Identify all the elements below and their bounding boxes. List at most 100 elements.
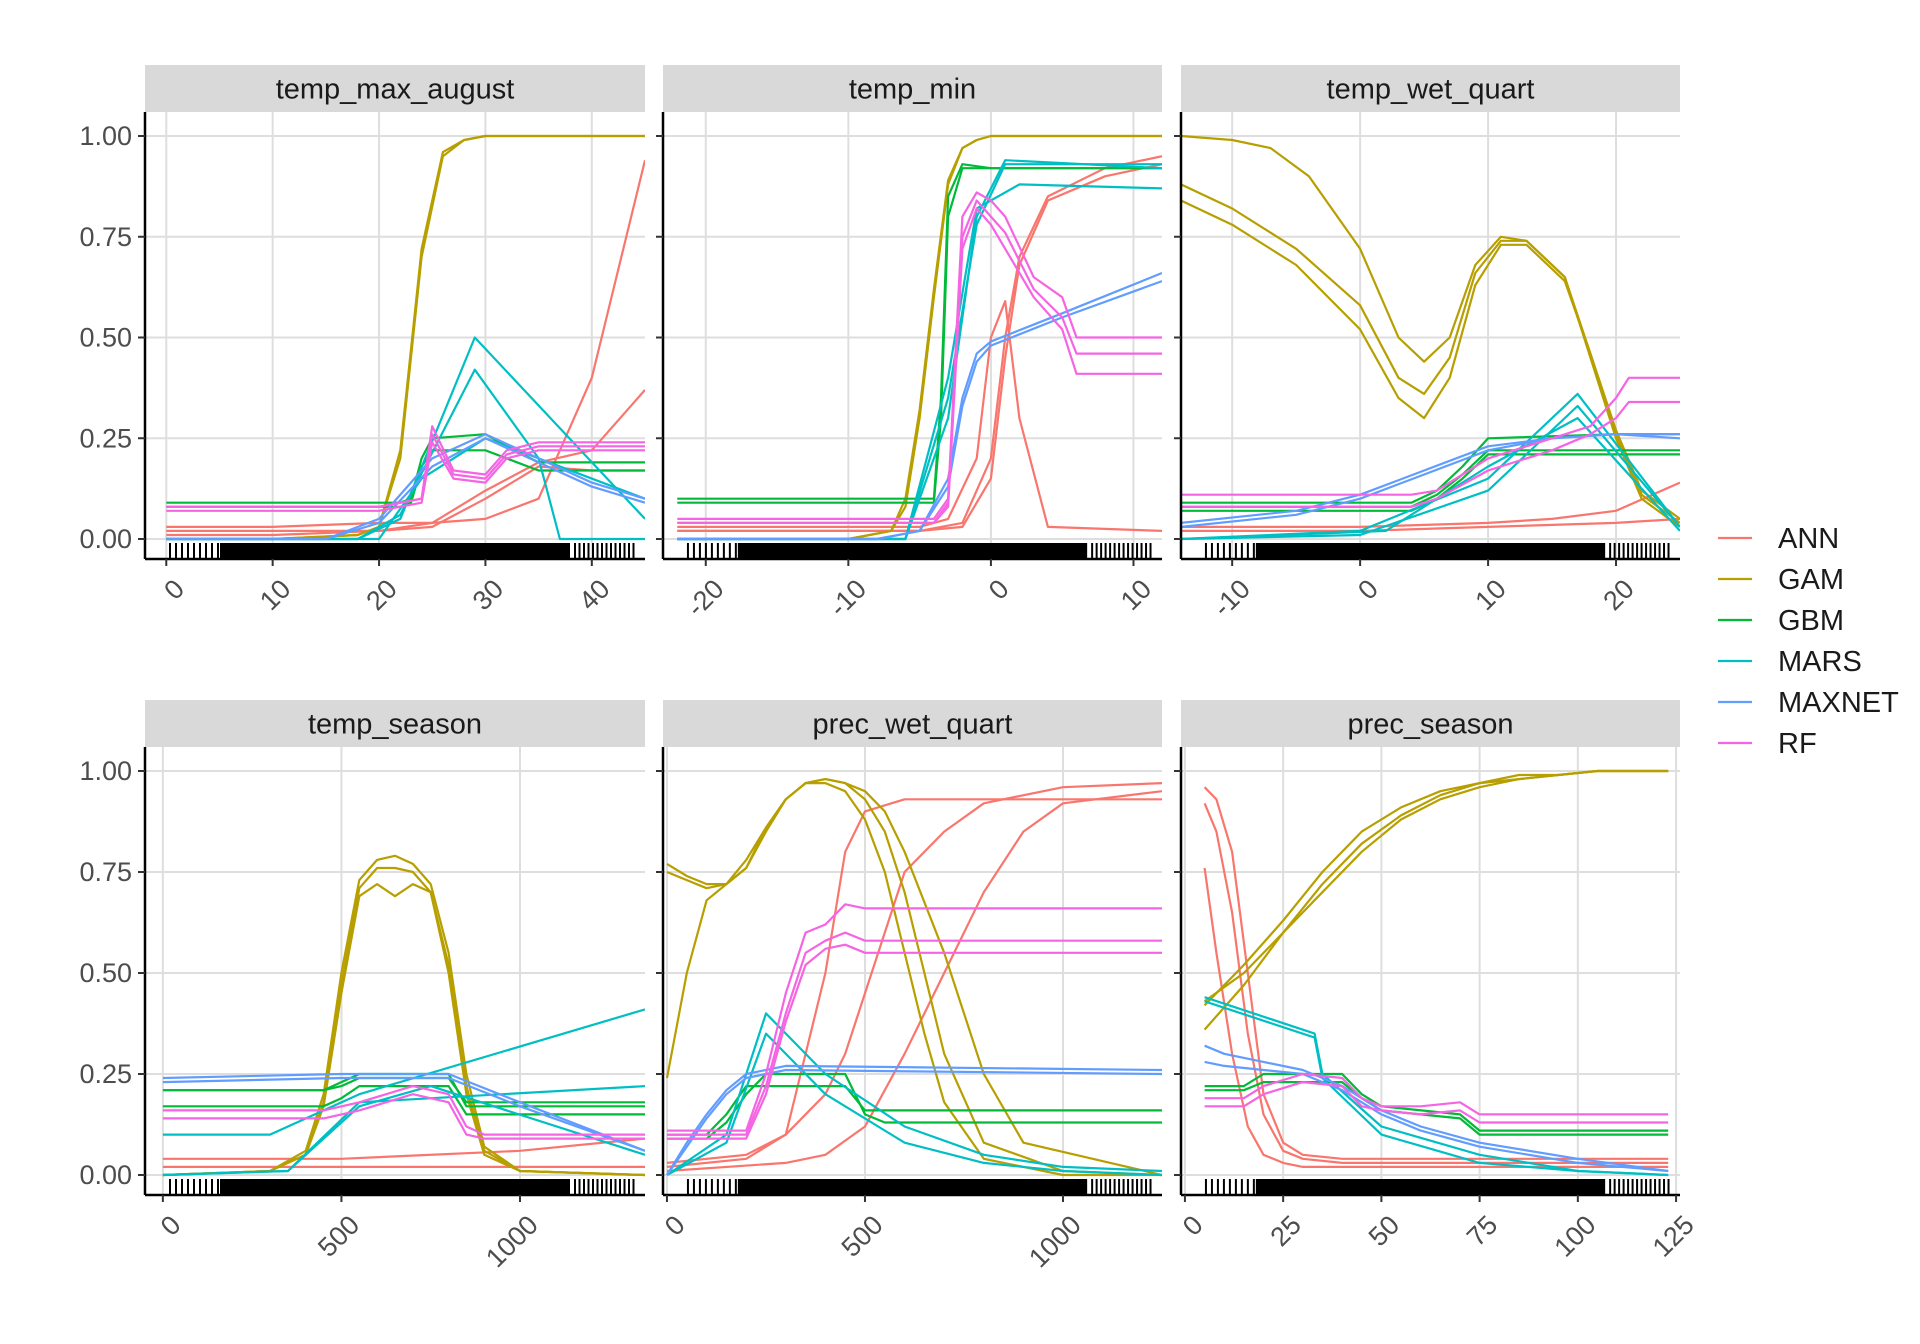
x-tick-label: 100 — [1549, 1210, 1602, 1263]
panel-prec_season: prec_season 0 25 50 75 100 125 — [1174, 700, 1700, 1263]
series-line-gam — [162, 882, 645, 1177]
x-tick-label: 0 — [659, 1210, 691, 1242]
series-lines — [665, 777, 1162, 1177]
series-line-ann — [1203, 802, 1669, 1165]
series-line-rf — [1204, 1072, 1669, 1116]
series-line-rf — [1181, 400, 1680, 508]
series-line-maxnet — [162, 1076, 645, 1152]
panel-temp_max_august: temp_max_august 0.00 0.25 0.50 0.75 1.00 0 10 20… — [79, 65, 645, 616]
panel-temp_season: temp_season 0.00 0.25 0.50 0.75 1.00 0 500 1000 — [79, 700, 645, 1273]
rug-band — [220, 1179, 570, 1195]
gridlines — [145, 112, 645, 559]
strip-background — [145, 65, 645, 112]
series-line-mars — [1181, 392, 1680, 541]
series-line-rf — [667, 943, 1162, 1140]
legend-label: MARS — [1778, 646, 1862, 678]
series-lines — [1181, 134, 1680, 541]
legend: ANN GAM GBM MARS MAXNET RF — [1718, 523, 1899, 760]
series-line-maxnet — [1181, 433, 1680, 524]
x-tick-label: 20 — [360, 574, 402, 616]
x-tick-label: -10 — [1207, 574, 1256, 623]
series-line-gam — [677, 134, 1162, 541]
series-line-gbm — [1181, 449, 1680, 508]
y-tick-label: 0.25 — [79, 1059, 132, 1089]
series-line-ann — [666, 782, 1162, 1164]
x-axis-ticks: -10 0 10 20 — [1207, 559, 1640, 622]
series-line-ann — [666, 790, 1162, 1173]
series-line-mars — [1181, 417, 1680, 541]
series-line-mars — [666, 1032, 1162, 1177]
x-tick-label: 0 — [983, 574, 1015, 606]
series-line-gam — [1203, 769, 1669, 1003]
series-line-mars — [666, 1012, 1162, 1176]
series-line-rf — [677, 199, 1162, 525]
x-axis-ticks: -20 -10 0 10 — [681, 559, 1157, 622]
strip-label: temp_min — [849, 74, 976, 106]
series-line-ann — [1203, 867, 1669, 1169]
strip-label: temp_season — [308, 709, 482, 741]
x-tick-label: 10 — [1115, 574, 1157, 616]
series-line-mars — [1204, 1000, 1669, 1177]
legend-label: RF — [1778, 728, 1817, 760]
series-line-maxnet — [1204, 1060, 1669, 1173]
rug-marks — [686, 543, 1152, 559]
panel-temp_wet_quart: temp_wet_quart -10 0 10 20 — [1174, 65, 1680, 622]
series-line-ann — [677, 155, 1162, 533]
legend-item-gbm: GBM — [1718, 605, 1844, 637]
series-line-maxnet — [1204, 1044, 1669, 1173]
x-tick-label: 10 — [254, 574, 296, 616]
series-line-ann — [1181, 481, 1680, 529]
y-axis-ticks — [656, 135, 663, 540]
series-lines — [166, 134, 645, 541]
strip-label: prec_season — [1347, 709, 1513, 741]
series-line-rf — [667, 931, 1162, 1136]
legend-label: GAM — [1778, 564, 1844, 596]
y-tick-label: 0.75 — [79, 222, 132, 252]
panel-prec_wet_quart: prec_wet_quart 0 500 1000 — [656, 700, 1162, 1273]
strip-background — [1181, 65, 1680, 112]
series-line-ann — [166, 159, 645, 529]
gridlines — [145, 747, 645, 1195]
x-tick-label: 0 — [1352, 574, 1384, 606]
rug-marks — [169, 543, 635, 559]
series-line-gam — [666, 777, 1162, 1177]
series-lines — [677, 134, 1162, 541]
gridlines — [663, 747, 1162, 1195]
panels: temp_max_august 0.00 0.25 0.50 0.75 1.00 0 10 20… — [79, 65, 1700, 1273]
x-tick-label: 0 — [1177, 1210, 1209, 1242]
series-line-rf — [667, 903, 1162, 1132]
series-line-gam — [665, 777, 1162, 1177]
series-line-rf — [166, 433, 645, 508]
legend-item-mars: MARS — [1718, 646, 1862, 678]
series-line-gam — [166, 134, 645, 541]
y-tick-label: 1.00 — [79, 756, 132, 786]
series-lines — [1203, 769, 1669, 1177]
series-line-ann — [677, 163, 1162, 533]
series-line-gbm — [667, 1084, 1162, 1136]
y-tick-label: 0.75 — [79, 857, 132, 887]
series-line-gam — [666, 781, 1162, 1177]
x-tick-label: 10 — [1469, 574, 1511, 616]
strip-label: temp_max_august — [276, 74, 515, 106]
series-line-gam — [1181, 199, 1680, 520]
x-tick-label: 25 — [1265, 1210, 1307, 1252]
x-tick-label: 1000 — [1023, 1210, 1087, 1274]
x-tick-label: 30 — [467, 574, 509, 616]
y-tick-label: 1.00 — [79, 121, 132, 151]
x-tick-label: 50 — [1363, 1210, 1405, 1252]
rug-band — [737, 543, 1088, 559]
series-line-gbm — [677, 163, 1162, 500]
legend-label: MAXNET — [1778, 687, 1899, 719]
series-line-mars — [162, 1084, 645, 1177]
x-tick-label: 0 — [158, 574, 190, 606]
x-tick-label: 125 — [1647, 1210, 1700, 1263]
y-axis-ticks: 0.00 0.25 0.50 0.75 1.00 — [79, 756, 145, 1190]
rug-marks — [686, 1179, 1152, 1195]
rug-band — [1255, 1179, 1606, 1195]
y-axis-ticks — [1174, 135, 1181, 540]
rug-band — [220, 543, 570, 559]
series-line-ann — [162, 1137, 645, 1160]
gridlines — [1181, 747, 1680, 1195]
series-line-maxnet — [166, 437, 645, 541]
strip-background — [1181, 700, 1680, 747]
